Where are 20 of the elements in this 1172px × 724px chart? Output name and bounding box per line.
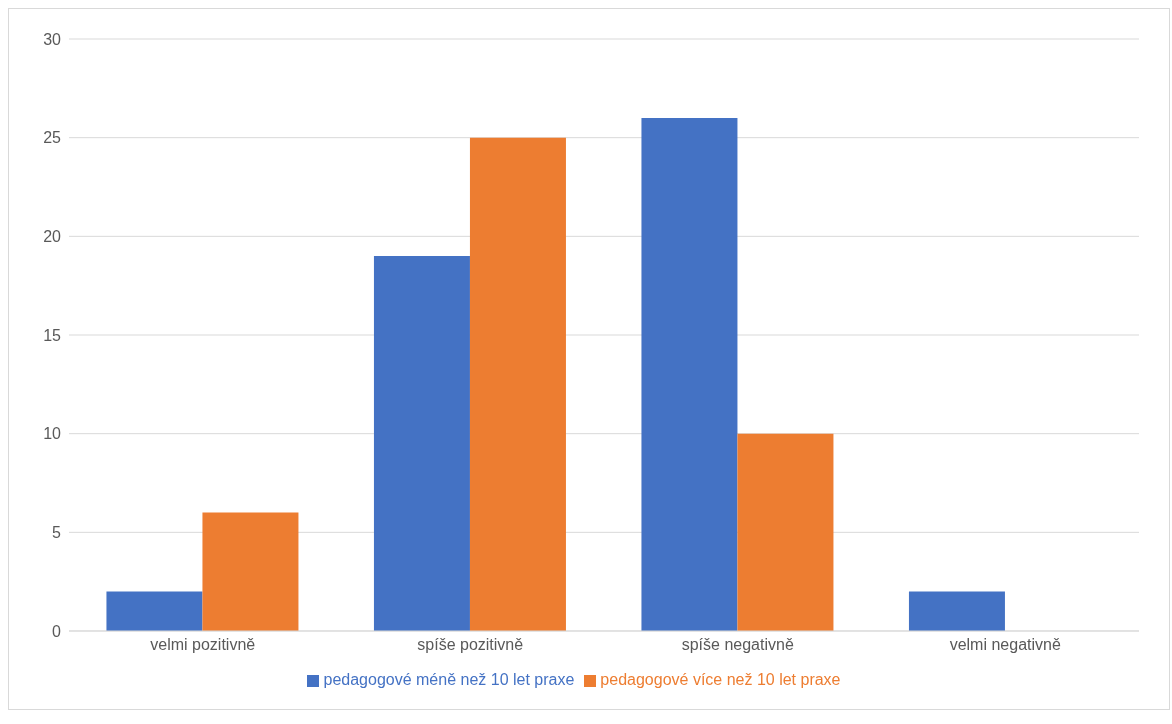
y-tick-label: 20 [43, 228, 62, 246]
bar [373, 256, 470, 631]
y-tick-label: 0 [52, 622, 62, 640]
bar [641, 117, 738, 631]
y-tick-label: 15 [43, 326, 62, 344]
y-tick-label: 30 [43, 30, 62, 48]
x-tick-label: spíše negativně [681, 636, 794, 654]
x-tick-label: velmi pozitivně [150, 636, 256, 654]
legend-label: pedagogové více než 10 let praxe [600, 671, 841, 688]
y-tick-label: 10 [43, 425, 62, 443]
x-tick-label: velmi negativně [949, 636, 1061, 654]
legend-label: pedagogové méně než 10 let praxe [323, 671, 575, 688]
x-tick-label: spíše pozitivně [417, 636, 524, 654]
y-tick-label: 25 [43, 129, 62, 147]
bar [908, 591, 1005, 631]
bar [469, 137, 566, 631]
bar [106, 591, 203, 631]
bar [737, 433, 834, 631]
y-tick-label: 5 [52, 524, 62, 542]
bar [202, 512, 299, 631]
